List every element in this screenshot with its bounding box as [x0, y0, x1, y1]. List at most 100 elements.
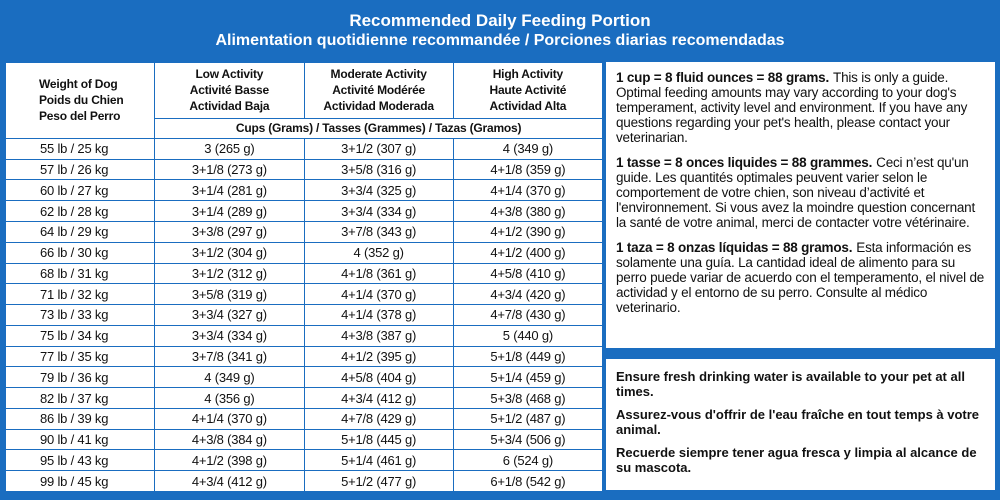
- header-line: Moderate Activity: [330, 67, 427, 82]
- portion-cell: 5 (440 g): [452, 324, 604, 347]
- portion-cell: 5+3/8 (468 g): [452, 387, 604, 409]
- unit-row: Cups (Grams) / Tasses (Grammes) / Tazas …: [6, 117, 603, 139]
- data-row: 82 lb / 37 kg 4 (356 g) 4+3/4 (412 g) 5+3/8…: [4, 387, 604, 409]
- portion-cell: 5+1/2 (487 g): [452, 407, 604, 430]
- portion-cell: 4 (356 g): [154, 387, 305, 409]
- reminders-panel: Ensure fresh drinking water is available…: [606, 359, 995, 490]
- header-line: Actividad Moderada: [323, 99, 434, 114]
- portion-cell: 3+5/8 (316 g): [303, 158, 454, 181]
- note-text: Esta información es solamente una guía. …: [616, 240, 985, 315]
- note: 1 cup = 8 fluid ounces = 88 grams. This i…: [616, 70, 987, 145]
- portion-cell: 4+7/8 (429 g): [303, 407, 454, 430]
- portion-cell: 6 (524 g): [452, 449, 604, 472]
- portion-cell: 4+1/8 (361 g): [303, 262, 454, 285]
- weight-cell: 66 lb / 30 kg: [4, 241, 156, 264]
- weight-cell: 79 lb / 36 kg: [4, 366, 156, 389]
- unit-label: Cups (Grams) / Tasses (Grammes) / Tazas …: [154, 117, 603, 139]
- data-row: 64 lb / 29 kg 3+3/8 (297 g) 3+7/8 (343 g) 4…: [4, 221, 604, 243]
- header-line: Low Activity: [195, 67, 264, 82]
- portion-cell: 5+1/8 (445 g): [303, 428, 454, 451]
- header-line: Actividad Alta: [489, 99, 567, 114]
- column-header: High Activity Haute Activité Actividad Alt…: [452, 62, 604, 119]
- data-row: 79 lb / 36 kg 4 (349 g) 4+5/8 (404 g) 5+1/4…: [4, 366, 604, 389]
- portion-cell: 3+1/4 (281 g): [154, 179, 305, 202]
- data-row: 66 lb / 30 kg 3+1/2 (304 g) 4 (352 g) 4+1/2…: [4, 241, 604, 264]
- portion-cell: 3+1/2 (312 g): [154, 262, 305, 285]
- portion-cell: 4 (349 g): [154, 366, 305, 389]
- header-line: Actividad Baja: [189, 99, 270, 114]
- feeding-table: Weight of Dog Poids du Chien Peso del Perr…: [4, 62, 604, 492]
- portion-cell: 3+7/8 (341 g): [154, 345, 305, 368]
- portion-cell: 3 (265 g): [154, 137, 305, 160]
- data-row: 86 lb / 39 kg 4+1/4 (370 g) 4+7/8 (429 g) 5…: [4, 407, 604, 430]
- weight-cell: 95 lb / 43 kg: [4, 449, 156, 472]
- portion-cell: 4+1/4 (370 g): [154, 407, 305, 430]
- note-lead: 1 tasse = 8 onces liquides = 88 grammes.: [616, 155, 873, 170]
- note-lead: 1 cup = 8 fluid ounces = 88 grams.: [616, 70, 830, 85]
- weight-cell: 62 lb / 28 kg: [4, 200, 156, 223]
- data-row: 57 lb / 26 kg 3+1/8 (273 g) 3+5/8 (316 g) 4…: [4, 158, 604, 181]
- portion-cell: 3+7/8 (343 g): [303, 221, 454, 243]
- portion-cell: 3+1/2 (307 g): [303, 137, 454, 160]
- title: Recommended Daily Feeding Portion: [349, 11, 651, 30]
- portion-cell: 4+1/4 (370 g): [303, 283, 454, 306]
- column-header: Moderate Activity Activité Modérée Activid…: [303, 62, 454, 119]
- reminder: Assurez-vous d'offrir de l'eau fraîche e…: [616, 407, 980, 437]
- column-header: Low Activity Activité Basse Actividad Baja: [154, 62, 305, 119]
- portion-cell: 4+5/8 (404 g): [303, 366, 454, 389]
- portion-cell: 4+1/4 (378 g): [303, 304, 454, 326]
- header-line: Weight of Dog: [39, 77, 118, 92]
- portion-cell: 5+1/2 (477 g): [303, 470, 454, 492]
- notes-panel: 1 cup = 8 fluid ounces = 88 grams. This i…: [606, 62, 995, 348]
- portion-cell: 3+1/4 (289 g): [154, 200, 305, 223]
- portion-cell: 3+1/8 (273 g): [154, 158, 305, 181]
- note: 1 taza = 8 onzas líquidas = 88 gramos. Es…: [616, 240, 987, 315]
- portion-cell: 3+3/4 (327 g): [154, 304, 305, 326]
- weight-cell: 68 lb / 31 kg: [4, 262, 156, 285]
- note-text: This is only a guide. Optimal feeding am…: [616, 70, 968, 145]
- portion-cell: 4+1/4 (370 g): [452, 179, 604, 202]
- note-lead: 1 taza = 8 onzas líquidas = 88 gramos.: [616, 240, 853, 255]
- portion-cell: 4+3/4 (412 g): [303, 387, 454, 409]
- portion-cell: 4+1/2 (398 g): [154, 449, 305, 472]
- header-line: Peso del Perro: [39, 109, 121, 124]
- header-line: High Activity: [492, 67, 564, 82]
- portion-cell: 6+1/8 (542 g): [452, 470, 604, 492]
- reminder: Ensure fresh drinking water is available…: [616, 369, 965, 399]
- data-row: 71 lb / 32 kg 3+5/8 (319 g) 4+1/4 (370 g) 4…: [4, 283, 604, 306]
- portion-cell: 4+1/2 (400 g): [452, 241, 604, 264]
- portion-cell: 4+1/8 (359 g): [452, 158, 604, 181]
- portion-cell: 3+3/4 (325 g): [303, 179, 454, 202]
- header-row: Weight of Dog Poids du Chien Peso del Perr…: [4, 62, 604, 139]
- weight-cell: 60 lb / 27 kg: [4, 179, 156, 202]
- portion-cell: 3+3/8 (297 g): [154, 221, 305, 243]
- reminder: Recuerde siempre tener agua fresca y lim…: [616, 445, 977, 475]
- portion-cell: 4 (349 g): [452, 137, 604, 160]
- portion-cell: 4+1/2 (395 g): [303, 345, 454, 368]
- data-row: 73 lb / 33 kg 3+3/4 (327 g) 4+1/4 (378 g) 4…: [4, 304, 604, 326]
- header: Recommended Daily Feeding Portion Alimen…: [0, 0, 1000, 60]
- data-row: 99 lb / 45 kg 4+3/4 (412 g) 5+1/2 (477 g) 6…: [4, 470, 604, 492]
- portion-cell: 5+1/4 (461 g): [303, 449, 454, 472]
- note-text: Ceci n’est qu'un guide. Les quantités op…: [616, 155, 976, 230]
- portion-cell: 4+3/4 (412 g): [154, 470, 305, 492]
- subtitle: Alimentation quotidienne recommandée / P…: [215, 32, 785, 49]
- data-row: 75 lb / 34 kg 3+3/4 (334 g) 4+3/8 (387 g) 5…: [4, 324, 604, 347]
- header-line: Activité Basse: [189, 83, 269, 98]
- weight-cell: 82 lb / 37 kg: [4, 387, 156, 409]
- portion-cell: 4+7/8 (430 g): [452, 304, 604, 326]
- portion-cell: 4+3/8 (380 g): [452, 200, 604, 223]
- data-row: 95 lb / 43 kg 4+1/2 (398 g) 5+1/4 (461 g) 6…: [4, 449, 604, 472]
- data-row: 55 lb / 25 kg 3 (265 g) 3+1/2 (307 g) 4 (34…: [4, 137, 604, 160]
- data-row: 77 lb / 35 kg 3+7/8 (341 g) 4+1/2 (395 g) 5…: [4, 345, 604, 368]
- data-row: 68 lb / 31 kg 3+1/2 (312 g) 4+1/8 (361 g) 4…: [4, 262, 604, 285]
- weight-cell: 90 lb / 41 kg: [4, 428, 156, 451]
- header-line: Haute Activité: [489, 83, 567, 98]
- weight-cell: 86 lb / 39 kg: [4, 407, 156, 430]
- portion-cell: 3+5/8 (319 g): [154, 283, 305, 306]
- weight-cell: 77 lb / 35 kg: [4, 345, 156, 368]
- portion-cell: 4+3/4 (420 g): [452, 283, 604, 306]
- portion-cell: 5+1/4 (459 g): [452, 366, 604, 389]
